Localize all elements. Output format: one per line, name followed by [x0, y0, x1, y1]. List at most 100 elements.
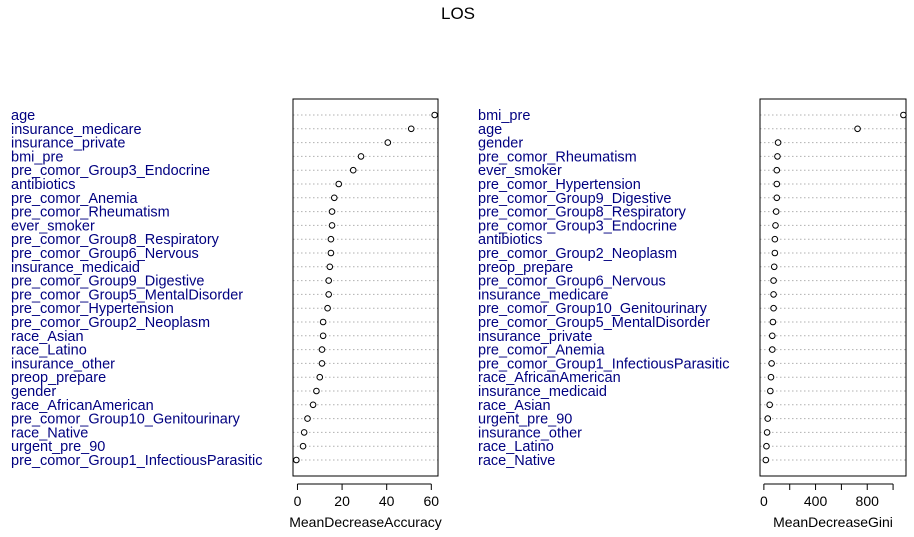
importance-point [319, 318, 327, 326]
variable-label: pre_comor_Group3_Endocrine [11, 163, 210, 179]
variable-label: pre_comor_Group8_Respiratory [11, 232, 220, 248]
variable-label: pre_comor_Rheumatism [11, 205, 170, 221]
variable-label: age [11, 108, 35, 124]
variable-label: race_Native [478, 453, 555, 469]
variable-label: race_Latino [478, 439, 554, 455]
variable-label: pre_comor_Anemia [11, 191, 138, 207]
variable-label: insurance_other [11, 356, 115, 372]
importance-point [774, 139, 782, 146]
x-tick-label: 800 [856, 493, 880, 509]
importance-point [773, 166, 781, 174]
importance-point [766, 401, 773, 409]
variable-label: insurance_medicare [478, 287, 609, 303]
importance-point [768, 360, 775, 367]
variable-label: pre_comor_Group9_Digestive [11, 274, 204, 290]
importance-point [327, 249, 335, 257]
importance-point [326, 263, 334, 271]
x-tick-label: 0 [294, 493, 302, 509]
variable-label: pre_comor_Anemia [478, 343, 605, 359]
importance-point [313, 387, 320, 395]
panel-mean-decrease-accuracy: ageinsurance_medicareinsurance_privatebm… [11, 98, 442, 530]
importance-point [767, 387, 774, 395]
importance-point [763, 429, 771, 436]
x-tick-label: 20 [334, 493, 350, 509]
variable-label: pre_comor_Group5_MentalDisorder [11, 287, 243, 303]
importance-point [293, 456, 300, 464]
importance-point [768, 332, 776, 340]
importance-point [327, 235, 335, 243]
importance-point [407, 125, 415, 133]
variable-label: insurance_private [478, 329, 592, 345]
importance-point [770, 277, 777, 284]
variable-label: bmi_pre [478, 108, 530, 124]
variable-label: pre_comor_Group1_InfectiousParasitic [478, 356, 729, 372]
variable-label: pre_comor_Group6_Nervous [478, 274, 666, 290]
x-tick-label: 400 [804, 493, 828, 509]
variable-label: pre_comor_Rheumatism [478, 149, 637, 165]
variable-label: race_AfricanAmerican [478, 370, 621, 386]
x-axis-label: MeanDecreaseAccuracy [289, 514, 442, 530]
importance-point [357, 153, 365, 160]
importance-point [769, 318, 777, 326]
variable-label: insurance_medicaid [11, 260, 140, 276]
importance-point [300, 429, 308, 436]
x-tick-label: 40 [379, 493, 395, 509]
importance-point [330, 194, 338, 202]
variable-label: pre_comor_Group1_InfectiousParasitic [11, 453, 262, 469]
importance-point [309, 401, 317, 409]
importance-point [771, 235, 779, 243]
importance-point [763, 442, 770, 450]
importance-point [431, 111, 438, 119]
importance-point [773, 180, 781, 188]
plot-frame [759, 98, 907, 477]
importance-point [772, 222, 779, 229]
x-tick-label: 0 [760, 493, 768, 509]
importance-point [384, 139, 392, 146]
importance-point [335, 180, 343, 188]
variable-label: antibiotics [11, 177, 75, 193]
variable-label: preop_prepare [478, 260, 573, 276]
variable-label: pre_comor_Group8_Respiratory [478, 205, 687, 221]
importance-point [325, 277, 332, 284]
variable-label: bmi_pre [11, 149, 63, 165]
variable-label: pre_comor_Group2_Neoplasm [478, 246, 677, 262]
importance-point [304, 415, 311, 422]
variable-label: pre_comor_Group2_Neoplasm [11, 315, 210, 331]
variable-label: ever_smoker [11, 218, 95, 234]
importance-point [762, 456, 770, 464]
importance-point [316, 373, 324, 381]
importance-point [772, 208, 780, 215]
variable-label: insurance_medicaid [478, 384, 607, 400]
x-axis-label: MeanDecreaseGini [773, 514, 893, 530]
plot-frame [292, 98, 439, 477]
variable-label: pre_comor_Group10_Genitourinary [11, 412, 241, 428]
variable-label: pre_comor_Hypertension [11, 301, 174, 317]
importance-point [299, 442, 307, 450]
variable-label: race_AfricanAmerican [11, 398, 154, 414]
importance-point [349, 166, 357, 174]
variable-label: insurance_medicare [11, 122, 142, 138]
x-tick-label: 60 [424, 493, 440, 509]
importance-point [328, 208, 336, 215]
importance-point [854, 125, 861, 133]
variable-label: preop_prepare [11, 370, 106, 386]
variable-label: urgent_pre_90 [11, 439, 105, 455]
variable-label: race_Native [11, 425, 88, 441]
importance-point [770, 304, 777, 312]
variable-label: antibiotics [478, 232, 542, 248]
importance-point [324, 304, 331, 312]
variable-label: pre_comor_Group3_Endocrine [478, 218, 677, 234]
importance-point [319, 332, 327, 340]
variable-label: pre_comor_Group6_Nervous [11, 246, 199, 262]
variable-label: pre_comor_Hypertension [478, 177, 641, 193]
importance-point [770, 291, 777, 298]
variable-label: gender [478, 136, 523, 152]
variable-label: pre_comor_Group9_Digestive [478, 191, 671, 207]
importance-point [900, 111, 907, 119]
variable-label: ever_smoker [478, 163, 562, 179]
importance-point [318, 346, 326, 353]
importance-point [328, 222, 336, 229]
importance-point [325, 291, 332, 298]
